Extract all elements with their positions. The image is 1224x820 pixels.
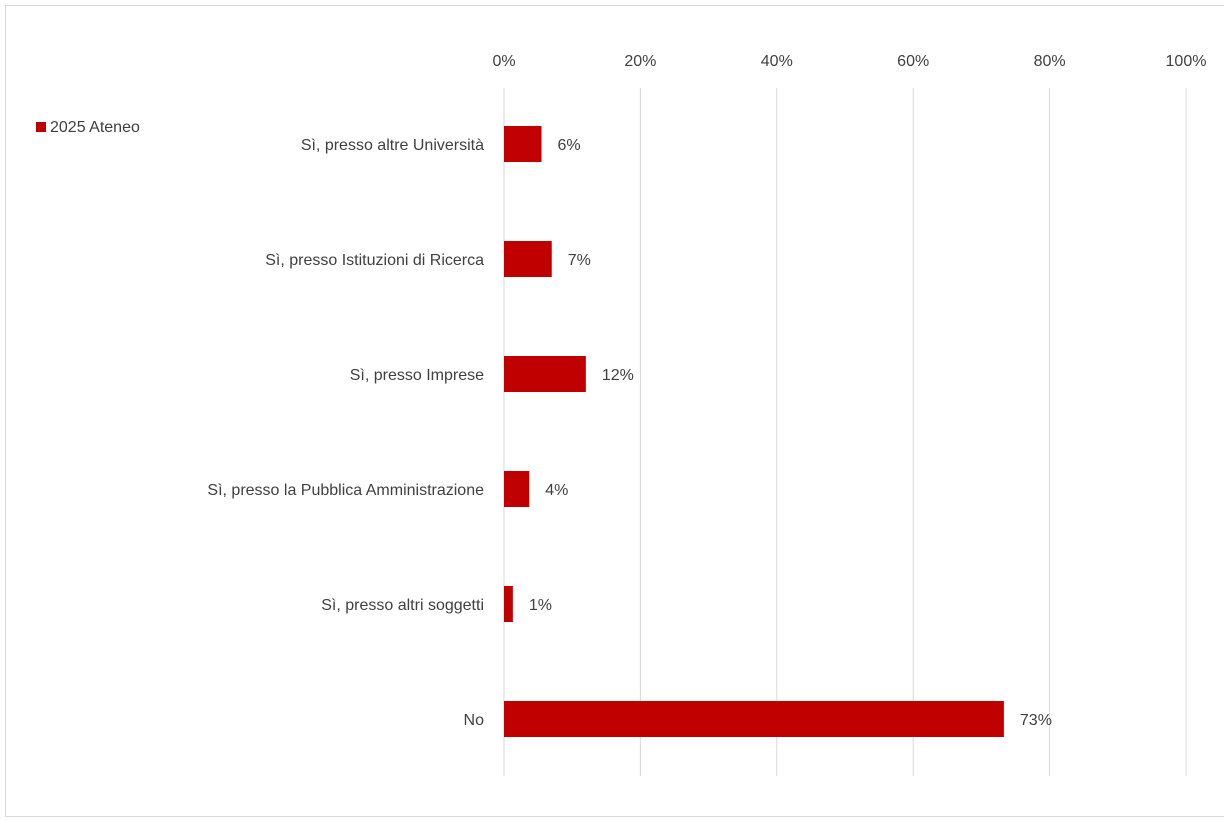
category-label: No bbox=[464, 712, 485, 729]
category-label: Sì, presso Istituzioni di Ricerca bbox=[265, 252, 484, 269]
bar bbox=[504, 126, 542, 162]
category-label: Sì, presso la Pubblica Amministrazione bbox=[207, 482, 484, 499]
category-label: Sì, presso Imprese bbox=[350, 367, 484, 384]
category-labels: Sì, presso altre Università Sì, presso Is… bbox=[207, 137, 484, 729]
x-tick-label: 40% bbox=[761, 53, 793, 70]
data-label: 4% bbox=[545, 482, 568, 499]
data-label: 73% bbox=[1020, 712, 1052, 729]
category-label: Sì, presso altri soggetti bbox=[321, 597, 484, 614]
data-label: 1% bbox=[529, 597, 552, 614]
legend-label: 2025 Ateneo bbox=[50, 119, 140, 136]
x-tick-label: 100% bbox=[1166, 53, 1207, 70]
gridlines bbox=[503, 88, 1187, 776]
x-tick-label: 60% bbox=[897, 53, 929, 70]
bar bbox=[504, 701, 1004, 737]
bar bbox=[504, 241, 552, 277]
bars bbox=[504, 126, 1004, 737]
legend: 2025 Ateneo bbox=[36, 119, 140, 136]
legend-swatch bbox=[36, 122, 46, 132]
data-labels: 6% 7% 12% 4% 1% 73% bbox=[529, 137, 1052, 729]
x-tick-label: 80% bbox=[1034, 53, 1066, 70]
chart-frame bbox=[5, 5, 1224, 817]
x-tick-label: 20% bbox=[624, 53, 656, 70]
data-label: 7% bbox=[568, 252, 591, 269]
category-label: Sì, presso altre Università bbox=[301, 137, 484, 154]
bar bbox=[504, 586, 513, 622]
data-label: 12% bbox=[602, 367, 634, 384]
bar bbox=[504, 356, 586, 392]
data-label: 6% bbox=[558, 137, 581, 154]
bar bbox=[504, 471, 530, 507]
x-tick-label: 0% bbox=[492, 53, 515, 70]
x-axis-tick-labels: 0% 20% 40% 60% 80% 100% bbox=[492, 53, 1206, 70]
